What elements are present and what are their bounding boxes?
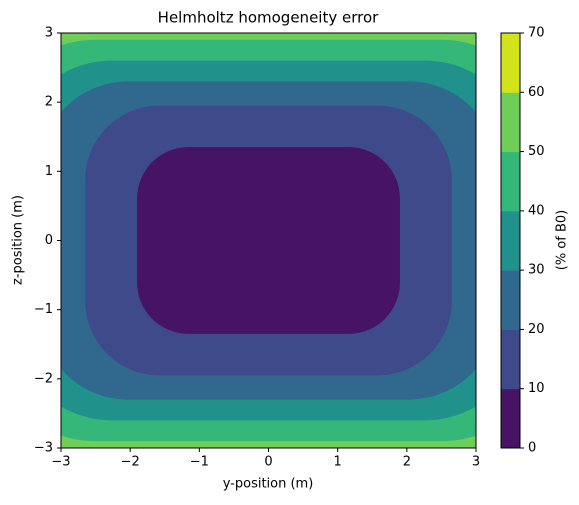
colorbar-tick-label: 10: [528, 381, 545, 396]
x-tick-label: −3: [51, 455, 70, 470]
x-tick-label: 3: [472, 455, 480, 470]
x-tick-label: −2: [121, 455, 140, 470]
chart-title: Helmholtz homogeneity error: [158, 9, 379, 27]
y-tick-label: 3: [45, 26, 53, 41]
colorbar-tick-label: 30: [528, 263, 545, 278]
colorbar-tick-label: 0: [528, 441, 536, 456]
y-tick-label: 0: [45, 233, 53, 248]
x-tick-label: 0: [264, 455, 272, 470]
y-tick-label: 1: [45, 164, 53, 179]
y-tick-label: −1: [34, 302, 53, 317]
colorbar-tick-label: 50: [528, 144, 545, 159]
x-tick-label: 2: [403, 455, 411, 470]
y-tick-label: 2: [45, 95, 53, 110]
colorbar-segment: [501, 210, 520, 271]
colorbar-tick-label: 70: [528, 26, 545, 41]
colorbar-tick-label: 40: [528, 203, 545, 218]
colorbar-segment: [501, 92, 520, 153]
colorbar-segment: [501, 151, 520, 212]
colorbar-segment: [501, 388, 520, 449]
colorbar-segment: [501, 33, 520, 93]
y-tick-label: −2: [34, 371, 53, 386]
colorbar-label: (% of B0): [555, 210, 570, 270]
colorbar-segment: [501, 329, 520, 390]
y-axis-label: z-position (m): [11, 195, 26, 285]
x-tick-label: −1: [190, 455, 209, 470]
contour-region: [137, 147, 400, 334]
plot-area: [61, 33, 476, 448]
colorbar-tick-label: 20: [528, 322, 545, 337]
y-tick-label: −3: [34, 441, 53, 456]
colorbar-tick-label: 60: [528, 85, 545, 100]
colorbar-segment: [501, 270, 520, 330]
colorbar-frame: [500, 32, 521, 449]
x-axis-label: y-position (m): [223, 477, 314, 492]
x-tick-label: 1: [334, 455, 342, 470]
